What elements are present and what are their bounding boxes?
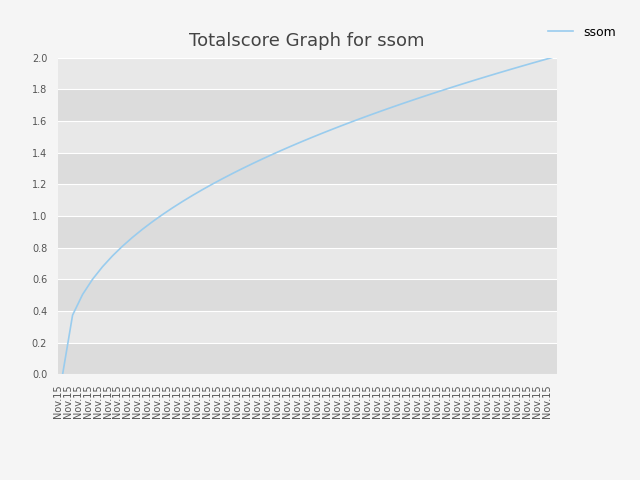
ssom [339,122,346,128]
ssom [528,60,536,66]
ssom [318,131,326,136]
Bar [58,216,557,248]
ssom [508,66,516,72]
ssom [498,69,506,75]
ssom [239,166,246,171]
ssom [488,72,496,78]
ssom [518,63,525,69]
ssom [259,156,266,162]
ssom [438,87,446,93]
ssom [308,134,316,140]
ssom [548,55,556,60]
ssom [159,212,166,217]
ssom [179,199,186,204]
ssom [109,253,116,259]
ssom [79,292,86,298]
Bar [58,279,557,311]
ssom [228,171,236,177]
ssom [278,147,286,153]
ssom [358,115,366,121]
Bar [58,153,557,184]
ssom [408,97,416,103]
ssom [99,264,106,270]
ssom [368,111,376,117]
Bar [58,121,557,153]
Bar [58,89,557,121]
ssom [89,276,97,282]
ssom [209,181,216,187]
ssom [398,101,406,107]
ssom [148,219,156,225]
ssom [139,227,147,232]
ssom [348,119,356,124]
ssom [289,143,296,148]
ssom [458,81,466,87]
ssom [68,312,76,318]
Bar [58,343,557,374]
ssom [428,91,436,96]
ssom [328,126,336,132]
ssom [268,152,276,157]
Bar [58,248,557,279]
ssom [378,108,386,114]
ssom [478,75,486,81]
ssom [168,205,176,211]
ssom [468,78,476,84]
ssom [538,58,546,63]
ssom [248,161,256,167]
ssom [298,139,306,144]
ssom [59,372,67,377]
ssom [448,84,456,90]
ssom [189,192,196,198]
Line: ssom: ssom [63,58,552,374]
ssom [218,176,226,181]
ssom [129,235,136,240]
ssom [118,243,126,249]
Title: Totalscore Graph for ssom: Totalscore Graph for ssom [189,33,425,50]
Bar [58,58,557,89]
Legend: ssom: ssom [543,21,621,44]
Bar [58,184,557,216]
ssom [418,94,426,100]
ssom [388,104,396,110]
Bar [58,311,557,343]
ssom [198,187,206,192]
